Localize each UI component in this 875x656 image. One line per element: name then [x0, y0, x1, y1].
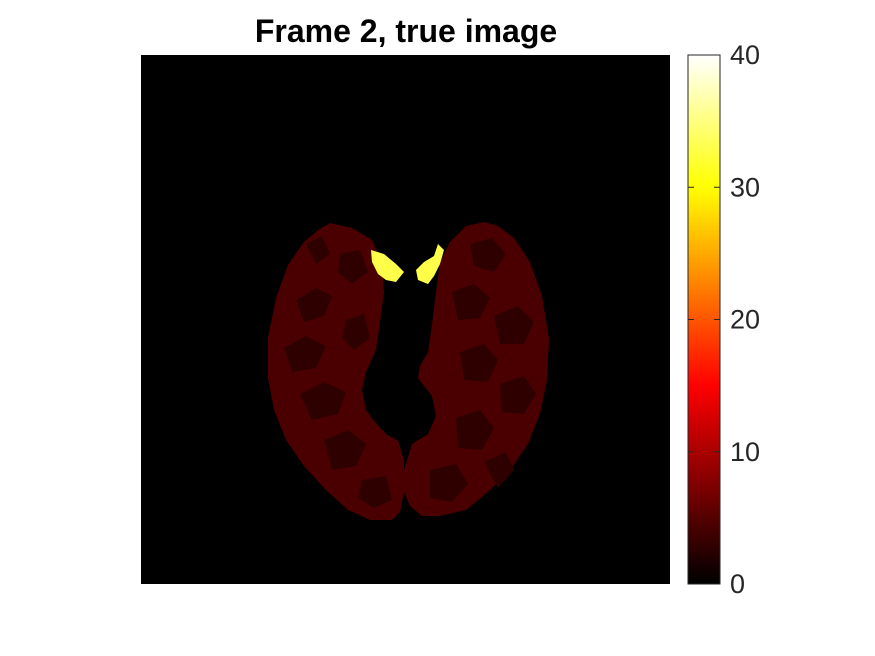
ventricle-void	[366, 270, 432, 444]
colorbar-tick-label: 30	[730, 172, 760, 202]
lesion-hotspot-left	[371, 250, 404, 282]
colorbar-tick-label: 20	[730, 305, 760, 335]
colorbar-tick-label: 10	[730, 437, 760, 467]
colorbar: 0 10 20 30 40	[687, 40, 760, 599]
chart-title: Frame 2, true image	[255, 13, 557, 49]
tissue-dark-regions	[284, 236, 536, 508]
colorbar-tick-label: 0	[730, 569, 745, 599]
image-axes	[141, 55, 670, 584]
lesion-hotspot-right	[416, 244, 444, 284]
colorbar-tick-label: 40	[730, 40, 760, 70]
brain-slice	[268, 222, 549, 520]
colorbar-ticks: 0 10 20 30 40	[688, 40, 760, 599]
